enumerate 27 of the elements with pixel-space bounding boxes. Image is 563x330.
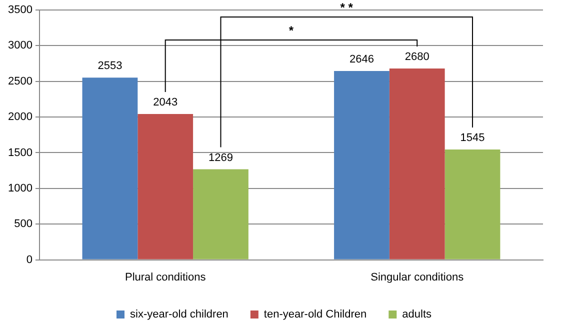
- data-label: 1545: [460, 132, 485, 144]
- y-tick-label: 0: [26, 254, 32, 266]
- y-tick-label: 1000: [8, 182, 32, 194]
- x-tick-label: Singular conditions: [370, 271, 464, 284]
- data-label: 2680: [404, 51, 430, 64]
- data-label: 2043: [153, 96, 178, 109]
- legend-label: ten-year-old Children: [264, 308, 367, 321]
- y-tick-label: 1500: [8, 146, 32, 159]
- bar: [389, 68, 445, 260]
- y-tick-label: 500: [14, 218, 32, 230]
- legend-label: adults: [402, 308, 432, 321]
- y-tick-label: 3500: [8, 4, 32, 16]
- bar: [193, 169, 248, 260]
- data-label: 1269: [208, 152, 233, 164]
- y-tick-label: 2000: [8, 111, 32, 124]
- annotation: *: [288, 23, 294, 38]
- bar: [138, 114, 194, 260]
- data-label: 2553: [98, 60, 122, 72]
- bar: [444, 150, 500, 260]
- annotation: * *: [340, 0, 354, 14]
- bar: [334, 70, 390, 260]
- bar: [82, 78, 138, 260]
- y-tick-label: 2500: [8, 75, 32, 88]
- x-tick-label: Plural conditions: [124, 271, 206, 284]
- legend-label: six-year-old children: [130, 308, 228, 321]
- data-label: 2646: [349, 53, 374, 66]
- y-tick-label: 3000: [8, 40, 32, 52]
